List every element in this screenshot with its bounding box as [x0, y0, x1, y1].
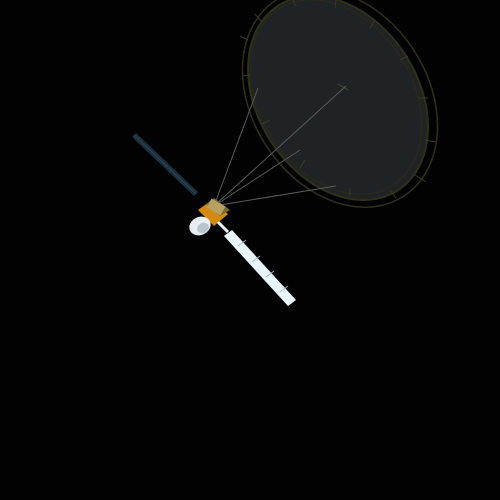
- reflector-dish: [239, 0, 439, 208]
- reflector-rim-outer: [241, 0, 439, 208]
- reflector-feed-line: [337, 83, 349, 91]
- reflector-ribs: [239, 0, 437, 199]
- antenna-tethers: [213, 85, 347, 207]
- solar-panel-bright: [224, 230, 296, 306]
- solar-array-left: [132, 133, 198, 196]
- boom: [216, 220, 230, 234]
- reflector-rim-inner: [249, 0, 423, 195]
- reflector-surface: [247, 0, 429, 202]
- body-white-dish-shadow: [197, 222, 209, 234]
- instrument-block: [206, 198, 226, 216]
- solar-array-right: [224, 230, 296, 306]
- spacecraft-body: [189, 198, 230, 236]
- body-foil: [198, 200, 228, 226]
